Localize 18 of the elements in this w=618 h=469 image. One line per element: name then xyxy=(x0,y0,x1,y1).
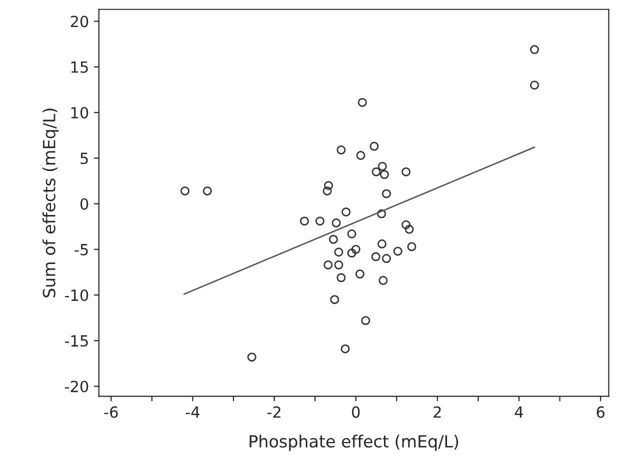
x-tick-label: -4 xyxy=(186,406,200,418)
x-tick-label: 4 xyxy=(514,406,523,418)
y-tick-label: -20 xyxy=(64,380,88,392)
x-tick-label: 2 xyxy=(434,406,441,418)
y-tick-label: -15 xyxy=(64,335,88,347)
x-tick-label: 6 xyxy=(596,406,604,418)
x-tick-label: -6 xyxy=(104,406,118,418)
y-tick-label: 0 xyxy=(80,198,88,210)
y-tick-label: 15 xyxy=(71,62,88,73)
x-tick-label: 0 xyxy=(352,406,360,418)
y-tick-label: 10 xyxy=(71,106,88,119)
y-tick-label: -10 xyxy=(64,289,88,302)
y-tick-label: -5 xyxy=(74,244,88,256)
y-axis-title: Sum of effects (mEq/L) xyxy=(42,108,59,298)
x-tick-label: -2 xyxy=(267,406,280,418)
y-tick-label: 5 xyxy=(80,152,88,164)
y-tick-label: 20 xyxy=(70,16,88,28)
x-axis-title: Phosphate effect (mEq/L) xyxy=(250,434,458,451)
